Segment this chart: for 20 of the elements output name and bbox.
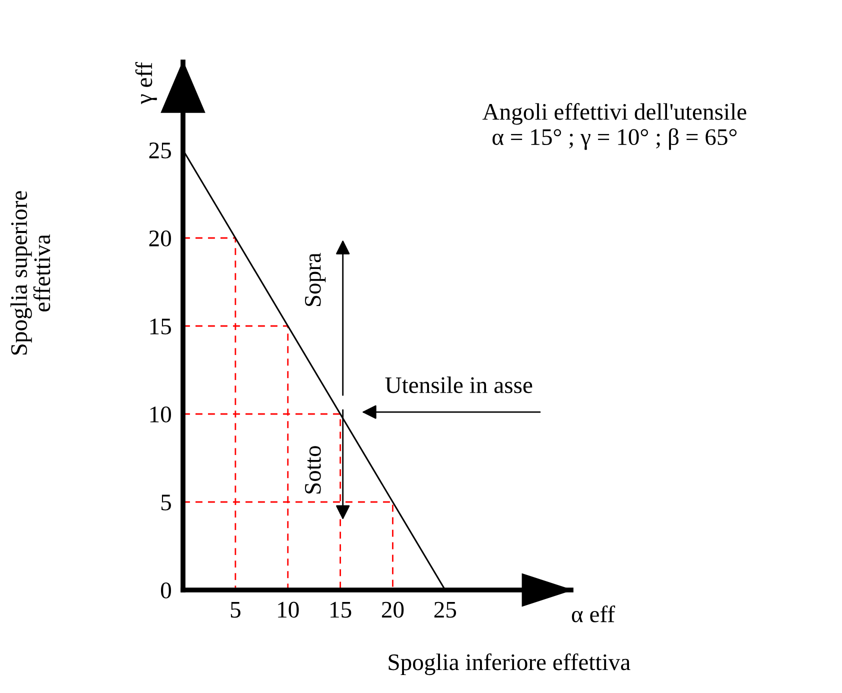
y-tick-label: 25 <box>149 142 171 158</box>
x-tick-label: 25 <box>434 602 456 618</box>
x-tick-label: 15 <box>330 602 352 618</box>
annotation: Utensile in asse <box>385 376 532 394</box>
y-tick-label: 20 <box>149 230 171 246</box>
annotation: Sotto <box>304 446 321 494</box>
annotation: Sopra <box>304 252 326 306</box>
y-tick-label: 5 <box>161 494 171 510</box>
y-tick-label: 15 <box>150 318 171 334</box>
text: Angoli effettivi dell'utensile <box>482 103 746 125</box>
y-axis-title: Spoglia superiore effettiva <box>10 191 50 355</box>
text: γ eff <box>135 62 157 104</box>
y-tick-label: 10 <box>150 406 171 422</box>
text: α = 15° ; γ = 10° ; β = 65° <box>492 128 737 150</box>
x-tick-label: 20 <box>382 602 404 618</box>
x-axis-title: Spoglia inferiore effettiva <box>388 653 630 676</box>
text: α eff <box>572 605 616 622</box>
x-tick-label: 10 <box>278 602 299 618</box>
y-tick-label: 0 <box>160 582 171 598</box>
x-tick-label: 5 <box>230 602 240 618</box>
